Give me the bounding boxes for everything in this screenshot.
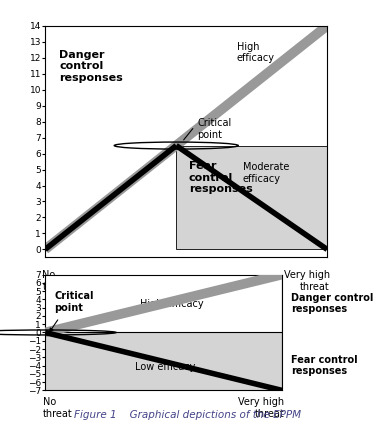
Text: Low efficacy: Low efficacy [135,362,196,372]
Text: Fear control
responses: Fear control responses [291,355,358,376]
Text: No
threat: No threat [43,397,73,419]
Text: High
efficacy: High efficacy [237,42,275,63]
Text: Fear
control
responses: Fear control responses [189,161,253,194]
Text: Figure 1    Graphical depictions of the EPPM: Figure 1 Graphical depictions of the EPP… [74,411,302,420]
Text: No
threat: No threat [42,270,72,292]
Text: Critical
point: Critical point [55,291,94,313]
Polygon shape [45,332,282,390]
Polygon shape [176,145,327,249]
Text: High efficacy: High efficacy [140,299,203,308]
Text: Very high
threat: Very high threat [238,397,284,419]
Text: Critical
point: Critical point [197,118,232,140]
Text: Very high
threat: Very high threat [284,270,330,292]
Text: Moderate
efficacy: Moderate efficacy [243,162,289,184]
Text: Danger
control
responses: Danger control responses [59,50,123,83]
Text: Danger control
responses: Danger control responses [291,293,374,314]
